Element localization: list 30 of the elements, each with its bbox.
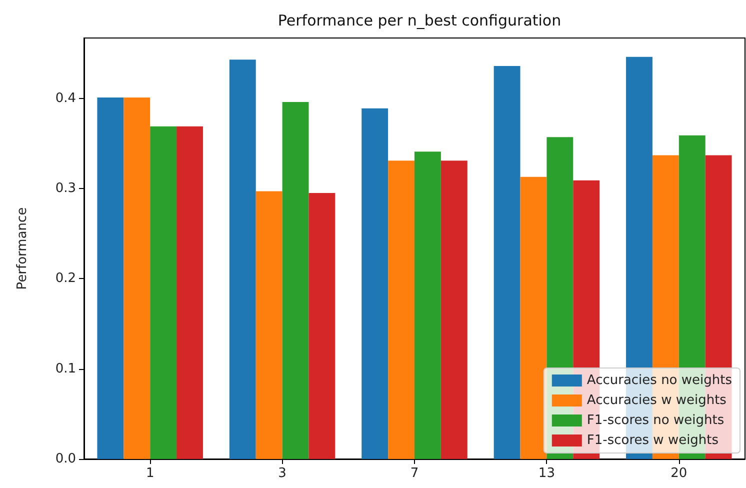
bar: [97, 98, 124, 459]
bar: [124, 98, 150, 459]
y-axis-title: Performance: [15, 207, 30, 290]
y-tick-label: 0.1: [55, 361, 76, 376]
legend-label: F1-scores no weights: [586, 413, 724, 428]
bar: [176, 126, 203, 459]
y-tick-label: 0.0: [55, 452, 76, 466]
chart-title: Performance per n_best configuration: [278, 12, 562, 30]
y-tick-label: 0.2: [55, 271, 76, 286]
bar: [388, 160, 414, 459]
x-tick-label: 20: [670, 466, 688, 481]
legend-label: Accuracies no weights: [586, 373, 732, 388]
y-tick-label: 0.4: [55, 90, 76, 106]
bar: [362, 108, 388, 459]
bar: [282, 102, 309, 459]
x-tick-label: 3: [278, 466, 286, 481]
y-tick-label: 0.3: [55, 181, 76, 196]
legend-label: F1-scores w weights: [586, 433, 719, 448]
legend-label: Accuracies w weights: [586, 393, 727, 408]
bar: [494, 66, 520, 459]
bar: [150, 126, 177, 459]
bar: [520, 176, 547, 459]
x-tick-label: 1: [146, 466, 154, 481]
bar: [256, 191, 282, 459]
bar: [229, 60, 256, 459]
bar: [308, 193, 336, 459]
x-tick-label: 7: [410, 466, 419, 481]
bar: [414, 152, 441, 459]
x-tick-label: 13: [538, 466, 555, 481]
bar: [440, 160, 468, 459]
